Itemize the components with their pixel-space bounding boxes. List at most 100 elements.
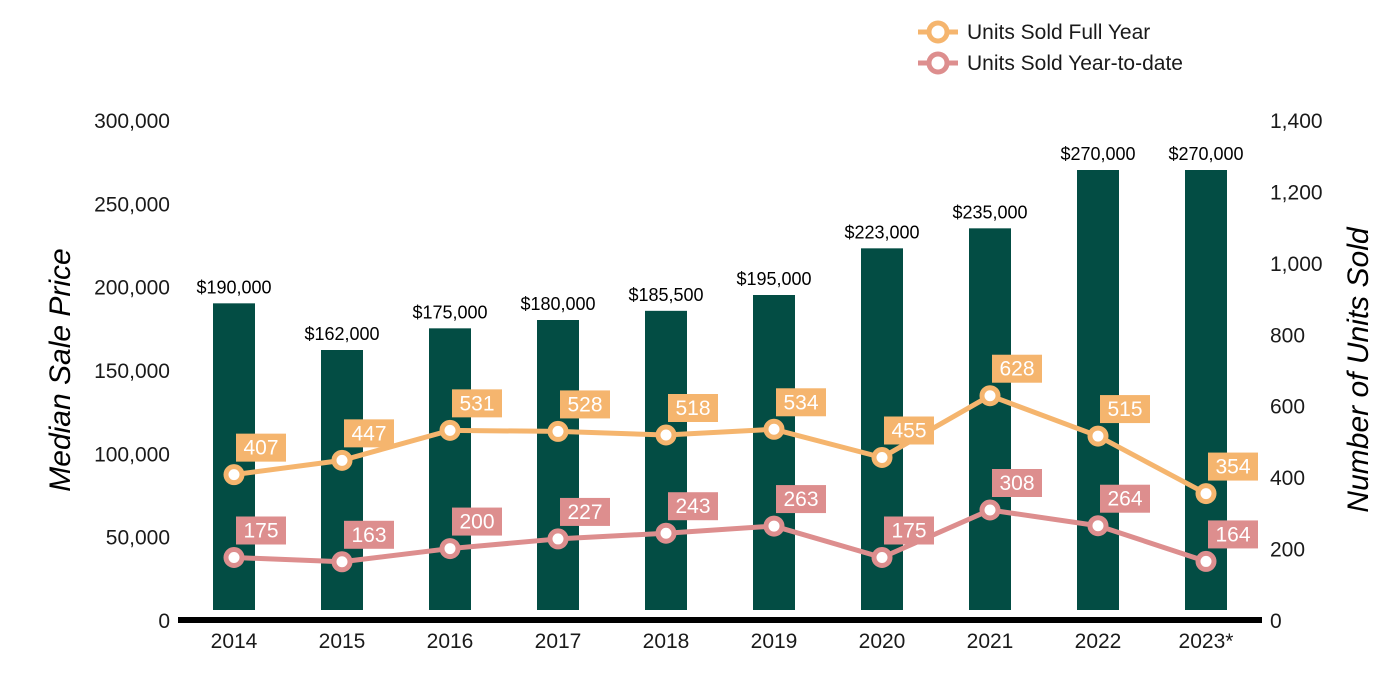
series-line: [233, 507, 1207, 565]
data-label-box: [1100, 484, 1150, 513]
y-tick-left: 250,000: [94, 193, 170, 216]
series-point: [655, 522, 677, 544]
series-point: [763, 418, 785, 440]
series-point: [547, 420, 569, 442]
y-tick-left: 100,000: [94, 443, 170, 466]
data-label: 200: [459, 511, 494, 534]
series-point: [871, 447, 893, 468]
bar-value-label: $270,000: [1060, 144, 1135, 164]
y-tick-right: 1,200: [1270, 181, 1323, 204]
data-label: 407: [243, 437, 278, 460]
data-label: 628: [999, 358, 1034, 381]
y-tick-right: 400: [1270, 467, 1305, 490]
bar-2022: [1077, 170, 1119, 610]
y-tick-right: 200: [1270, 539, 1305, 562]
data-label-box: [344, 419, 394, 448]
legend-swatch-marker: [926, 51, 950, 75]
series-point: [547, 528, 569, 550]
data-label-box: [668, 394, 718, 422]
y-axis-title-right: Number of Units Sold: [1342, 226, 1375, 512]
data-label: 163: [351, 524, 386, 547]
bars-layer: [213, 170, 1227, 611]
y-tick-right: 800: [1270, 324, 1305, 347]
data-label: 175: [891, 520, 926, 543]
y-tick-right: 600: [1270, 396, 1305, 419]
data-label-box: [452, 389, 502, 418]
series-point: [1195, 550, 1217, 572]
data-label-box: [344, 520, 394, 549]
bar-value-label: $175,000: [412, 302, 487, 322]
x-axis-ticks: 2014 2015 2016 2017 2018 2019 2020 2021 2022 2023…: [211, 630, 1234, 653]
series-point: [439, 538, 461, 560]
lines-layer: 407 447 531 528 518 534 455 628 515 354 175 163 200 2…: [223, 354, 1258, 573]
data-label-box: [560, 497, 610, 526]
data-label: 447: [351, 422, 386, 445]
data-label: 264: [1107, 488, 1142, 511]
right-axis-ticks: 0 200 400 600 800 1,000 1,200 1,400: [1270, 110, 1323, 633]
data-label: 534: [783, 391, 818, 414]
bar-value-label: $180,000: [520, 294, 595, 314]
bar-value-labels: $190,000 $162,000 $175,000 $180,000 $185,500…: [196, 144, 1243, 344]
series-point: [331, 551, 353, 573]
data-label-box: [452, 507, 502, 536]
data-label-box: [884, 516, 934, 545]
data-label: 354: [1215, 456, 1250, 479]
series-point: [979, 499, 1001, 521]
y-axis-title-left: Median Sale Price: [44, 248, 77, 491]
data-label-box: [668, 492, 718, 521]
legend-item: Units Sold Full Year: [918, 20, 1150, 44]
data-label: 455: [891, 420, 926, 443]
x-tick: 2021: [967, 630, 1014, 653]
series-point: [979, 385, 1001, 407]
series-point: [331, 449, 353, 471]
y-tick-right: 0: [1270, 610, 1282, 633]
left-axis-ticks: 0 50,000 100,000 150,000 200,000 250,000 300,0…: [94, 110, 170, 633]
bar-2019: [753, 295, 795, 610]
legend-swatch-marker: [926, 20, 950, 44]
data-label: 227: [567, 501, 602, 524]
bar-2018: [645, 310, 687, 610]
data-label: 243: [675, 495, 710, 518]
data-label-box: [560, 390, 610, 419]
data-label: 263: [783, 488, 818, 511]
series-point: [655, 424, 677, 446]
legend-item: Units Sold Year-to-date: [918, 51, 1183, 75]
data-label-box: [1208, 452, 1258, 481]
x-tick: 2020: [859, 630, 906, 653]
x-tick: 2017: [535, 630, 582, 653]
data-label: 515: [1107, 398, 1142, 421]
y-tick-left: 150,000: [94, 360, 170, 383]
x-tick: 2018: [643, 630, 690, 653]
series-units-sold-full-year: 407 447 531 528 518 534 455 628 515 354: [223, 354, 1258, 505]
series-point: [223, 464, 245, 486]
x-tick: 2023*: [1179, 630, 1234, 653]
data-label-box: [1208, 520, 1258, 549]
data-label: 531: [459, 392, 494, 415]
bar-2017: [537, 320, 579, 610]
data-label: 175: [243, 520, 278, 543]
bar-value-label: $195,000: [736, 269, 811, 289]
data-label-box: [1100, 395, 1150, 424]
data-label: 308: [999, 472, 1034, 495]
bar-value-label: $235,000: [952, 202, 1027, 222]
bar-value-label: $223,000: [844, 222, 919, 242]
bar-value-label: $185,500: [628, 285, 703, 305]
data-label: 164: [1215, 523, 1250, 546]
y-tick-right: 1,400: [1270, 110, 1323, 133]
y-tick-left: 200,000: [94, 277, 170, 300]
legend-label: Units Sold Full Year: [967, 21, 1150, 44]
y-tick-right: 1,000: [1270, 253, 1323, 276]
x-tick: 2016: [427, 630, 474, 653]
bar-value-label: $162,000: [304, 324, 379, 344]
legend: Units Sold Full Year Units Sold Year-to-d…: [918, 20, 1183, 75]
x-tick: 2019: [751, 630, 798, 653]
bar-value-label: $270,000: [1168, 144, 1243, 164]
series-point: [1087, 515, 1109, 537]
data-label-box: [236, 516, 286, 545]
series-point: [1195, 483, 1217, 505]
series-line: [233, 393, 1208, 496]
x-tick: 2022: [1075, 630, 1122, 653]
series-point: [439, 419, 461, 441]
data-label-box: [884, 416, 934, 445]
